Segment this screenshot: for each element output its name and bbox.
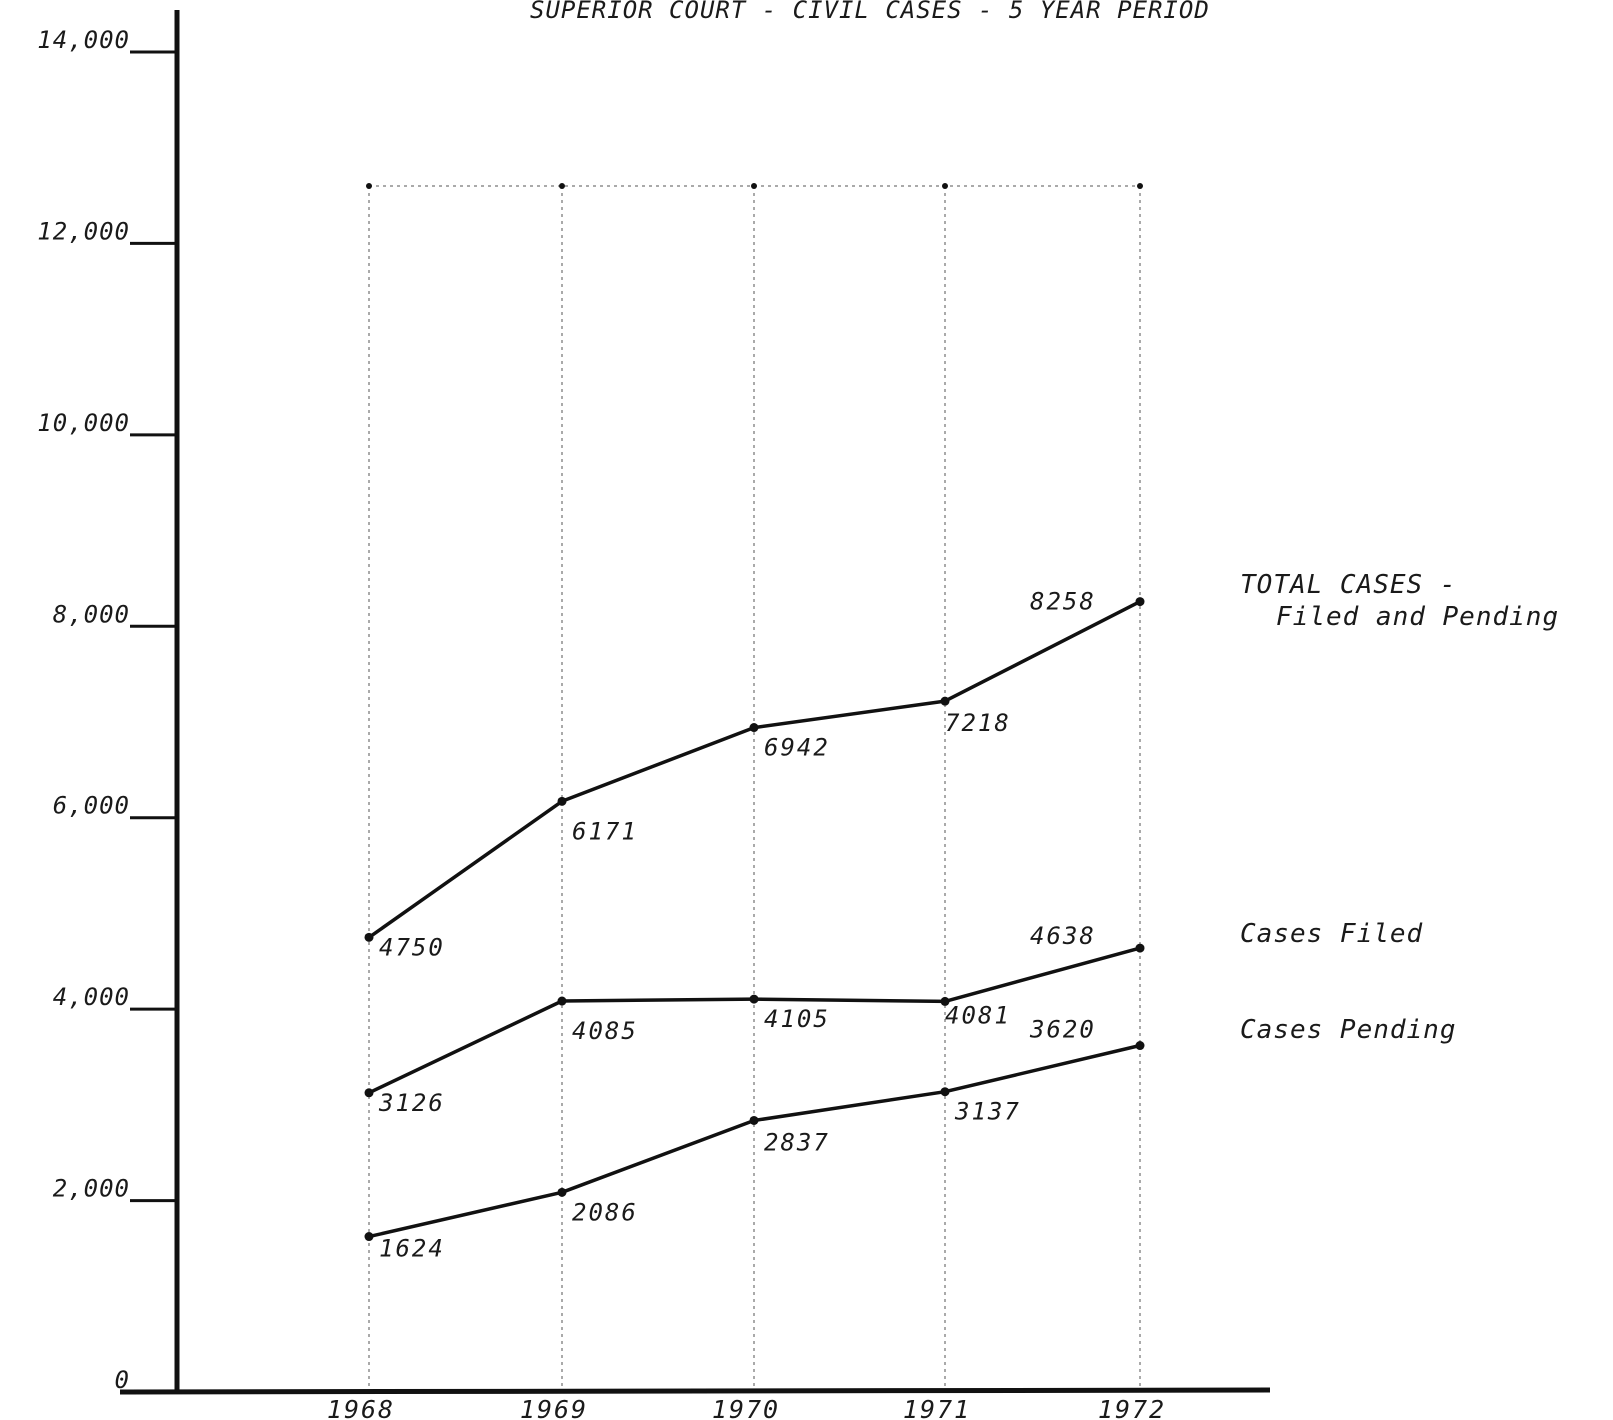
data-label: 2837	[764, 1128, 830, 1156]
x-tick-label: 1972	[1098, 1395, 1166, 1420]
legend-label-pending: Cases Pending	[1240, 1015, 1457, 1045]
data-point	[557, 796, 567, 806]
data-label: 6171	[572, 817, 638, 845]
data-point	[364, 1088, 374, 1098]
data-point	[1135, 943, 1145, 953]
y-tick-label: 12,000	[37, 217, 130, 245]
data-label: 4750	[379, 933, 445, 961]
y-ticks: 0 2,000 4,000 6,000 8,000 10,000 12,000 14,000	[37, 26, 177, 1394]
data-point	[1135, 597, 1145, 607]
data-point	[364, 932, 374, 942]
data-point	[749, 1115, 759, 1125]
legend: TOTAL CASES -Filed and Pending Cases File…	[1240, 570, 1559, 1045]
grid-dot-1970	[751, 183, 757, 189]
y-tick-label: 2,000	[53, 1175, 130, 1203]
data-label: 7218	[945, 709, 1011, 737]
axes	[119, 10, 1271, 1395]
series-filed: 3126 4085 4105 4081 4638	[364, 922, 1145, 1117]
grid-dot-1971	[942, 183, 948, 189]
data-label: 8258	[1030, 588, 1096, 616]
data-label: 6942	[764, 734, 830, 762]
data-label: 3137	[954, 1098, 1021, 1126]
data-point	[749, 723, 759, 733]
x-axis	[119, 1387, 1271, 1395]
series-line-pending	[368, 1043, 1141, 1239]
series-pending: 1624 2086 2837 3137 3620	[364, 1016, 1145, 1263]
x-tick-label: 1968	[327, 1395, 395, 1420]
data-point	[749, 994, 759, 1004]
data-point	[940, 1087, 950, 1097]
data-label: 4105	[764, 1005, 830, 1033]
y-tick-label: 14,000	[37, 26, 130, 54]
data-label: 1624	[379, 1235, 445, 1263]
grid	[366, 183, 1143, 1392]
y-tick-label: 4,000	[53, 983, 130, 1011]
chart-title: SUPERIOR COURT - CIVIL CASES - 5 YEAR PE…	[530, 0, 1210, 24]
y-tick-label: 8,000	[53, 600, 130, 628]
data-point	[1135, 1041, 1145, 1051]
x-tick-label: 1971	[903, 1395, 971, 1420]
data-point	[940, 696, 950, 706]
y-tick-label: 6,000	[53, 792, 130, 820]
y-tick-label: 10,000	[37, 409, 130, 437]
data-label: 4085	[572, 1017, 638, 1045]
data-label: 3126	[378, 1089, 445, 1117]
legend-label-total: TOTAL CASES -	[1240, 570, 1457, 600]
grid-dot-1968	[366, 183, 372, 189]
data-point	[557, 996, 567, 1006]
data-label: 3620	[1029, 1016, 1096, 1044]
x-tick-label: 1970	[712, 1395, 780, 1420]
data-point	[940, 996, 950, 1006]
data-label: 2086	[572, 1198, 638, 1226]
x-tick-label: 1969	[520, 1395, 588, 1420]
series-total: 4750 6171 6942 7218 8258	[364, 588, 1145, 961]
data-point	[364, 1232, 374, 1242]
legend-label-total-line2: Filed and Pending	[1276, 602, 1559, 632]
series: 4750 6171 6942 7218 8258 3126 4085 4105 4081 4638…	[364, 588, 1145, 1263]
grid-dot-1972	[1137, 183, 1143, 189]
data-label: 4081	[945, 1001, 1011, 1029]
x-ticks: 1968 1969 1970 1971 1972	[327, 1395, 1166, 1420]
grid-dot-1969	[559, 183, 565, 189]
data-point	[557, 1187, 567, 1197]
data-label: 4638	[1030, 922, 1096, 950]
y-tick-label: 0	[115, 1366, 130, 1394]
legend-label-filed: Cases Filed	[1240, 919, 1423, 949]
